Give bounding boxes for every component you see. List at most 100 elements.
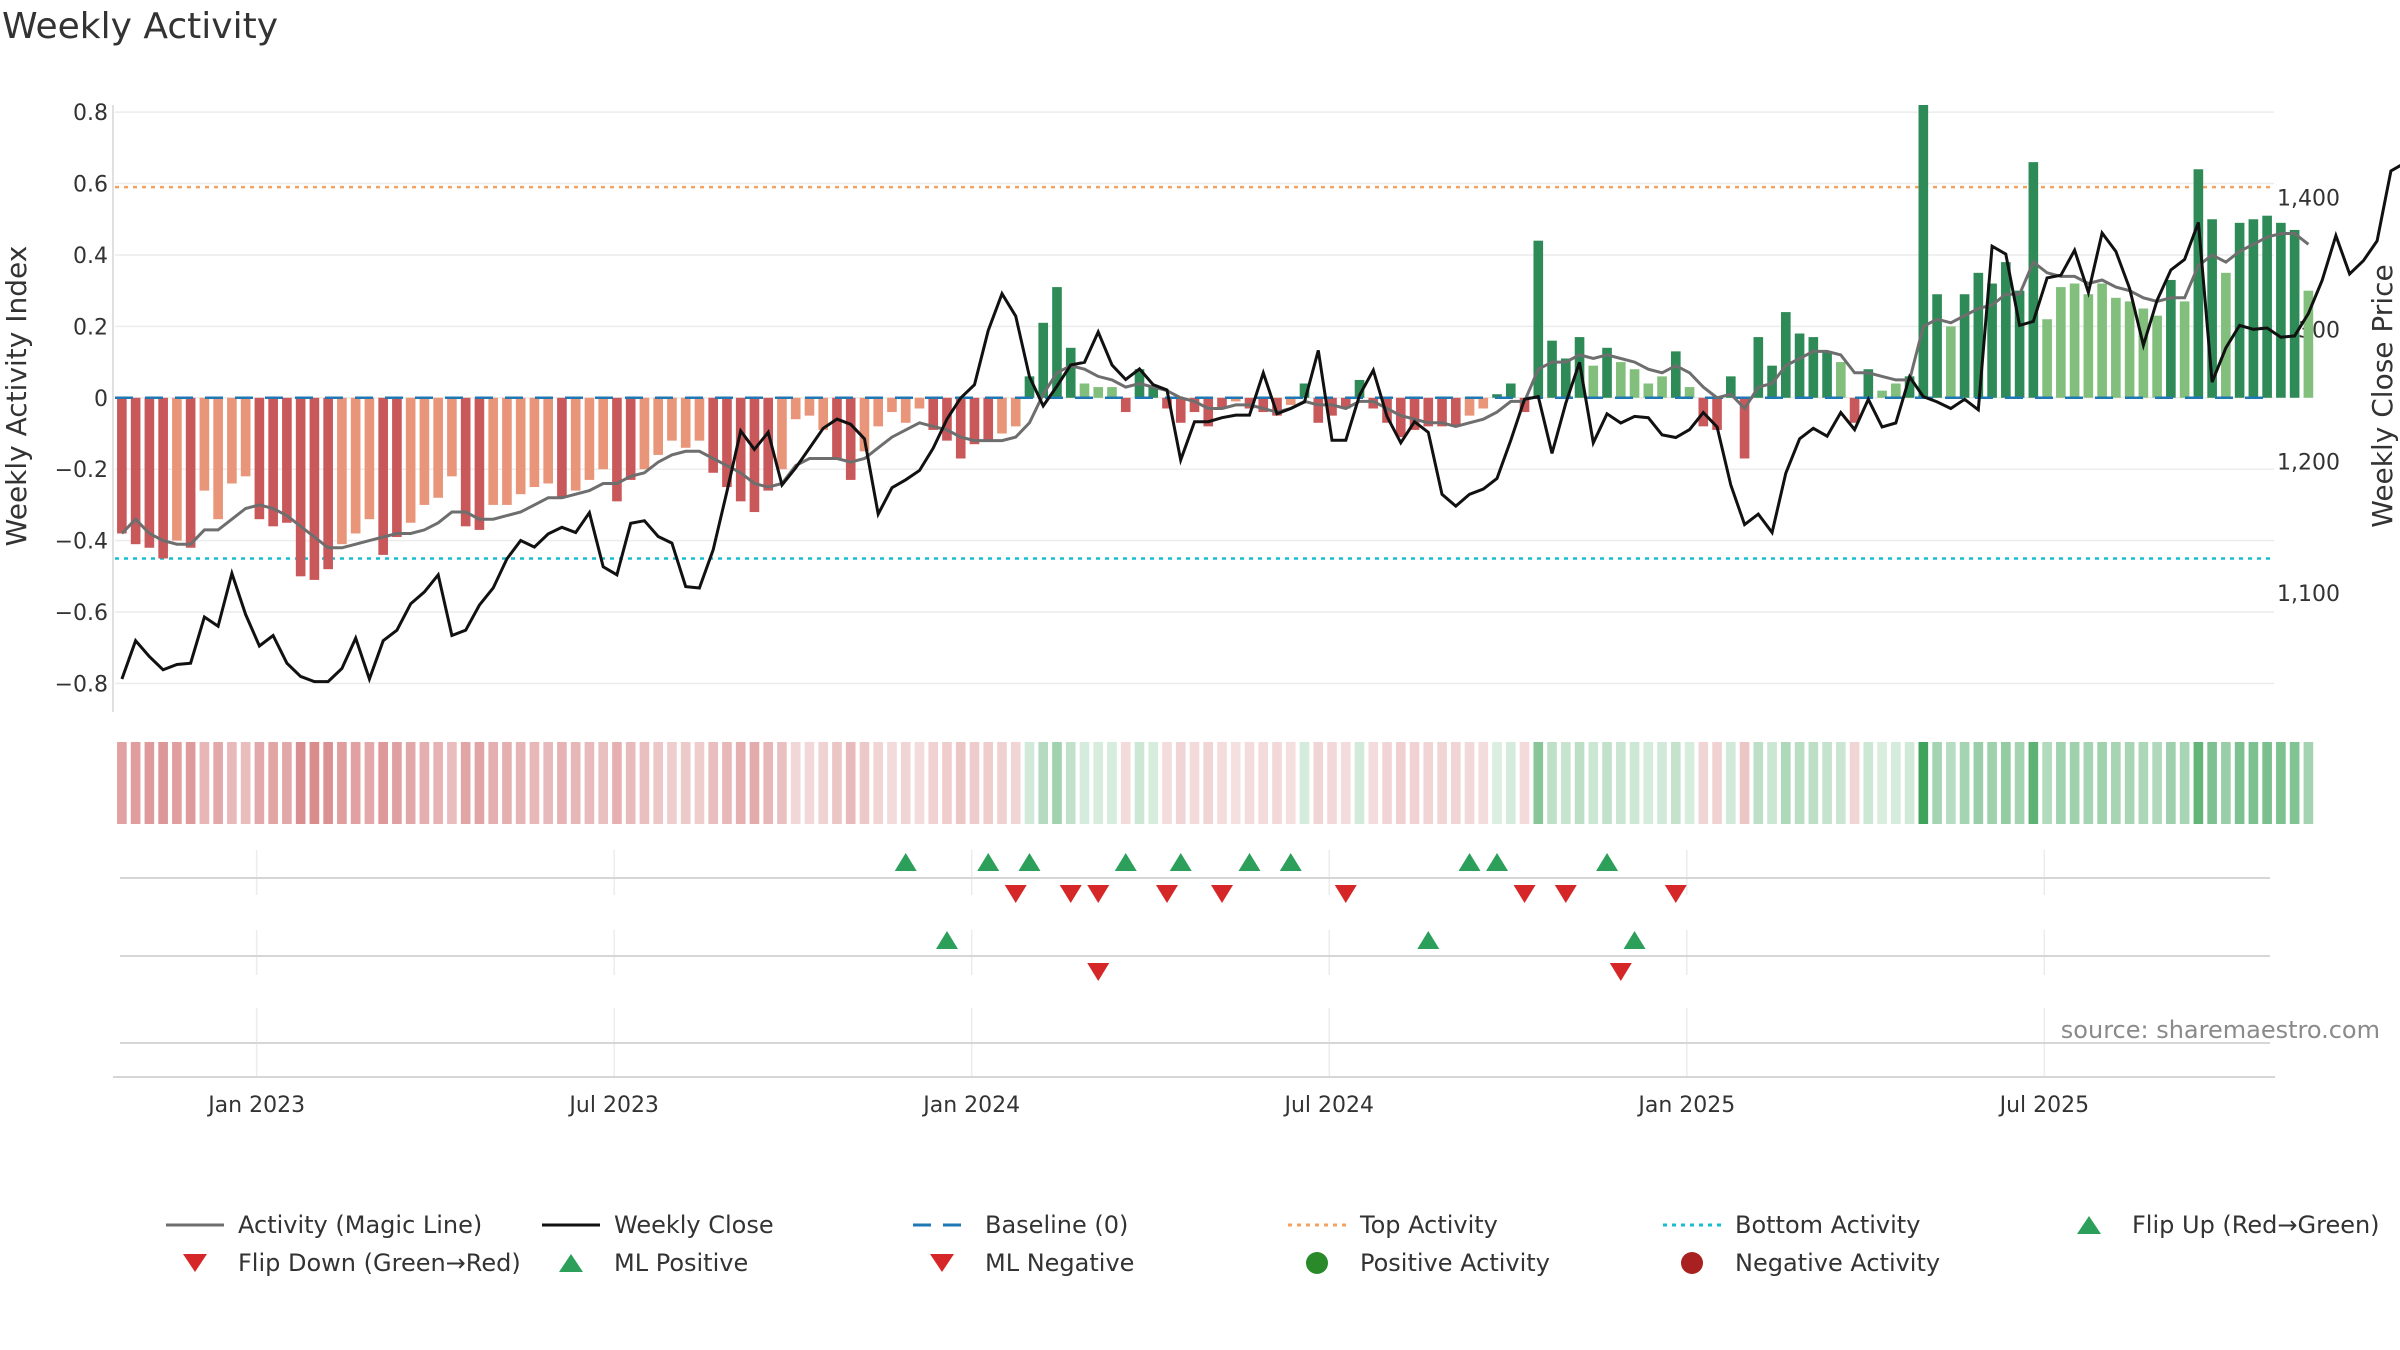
heat-cell [474, 742, 485, 824]
activity-bar [1808, 337, 1819, 398]
activity-bar [364, 397, 375, 520]
heat-cell [598, 742, 608, 824]
activity-bar [2124, 301, 2135, 398]
heat-cell [1822, 742, 1832, 824]
activity-bar [1395, 397, 1406, 438]
legend-swatch [559, 1254, 583, 1272]
heat-cell [639, 742, 650, 824]
heat-cell [240, 742, 251, 824]
activity-bar [1010, 397, 1021, 427]
heat-cell [1684, 742, 1695, 824]
y-tick-label: 0 [94, 387, 108, 412]
activity-bar [997, 397, 1007, 434]
heat-cell [887, 742, 897, 824]
heat-cell [584, 742, 595, 824]
activity-bar [1217, 397, 1227, 409]
heat-cell [1767, 742, 1777, 824]
activity-bar [1684, 387, 1695, 398]
activity-bar [570, 397, 581, 491]
legend-label: Activity (Magic Line) [238, 1211, 482, 1239]
activity-bar [722, 397, 732, 488]
y-axis-ticks: −0.8 −0.6 −0.4 −0.2 0 0.2 0.4 0.6 0.8 [55, 101, 108, 697]
heat-cell [1574, 742, 1585, 824]
activity-bar [337, 397, 347, 545]
activity-bar [2069, 283, 2080, 398]
heat-cell [2262, 742, 2272, 824]
heat-cell [969, 742, 980, 824]
heat-cell [405, 742, 416, 824]
activity-bar [639, 397, 650, 470]
heat-cell [1464, 742, 1475, 824]
activity-bar [1189, 397, 1200, 413]
heat-cell [2097, 742, 2107, 824]
heat-cell [722, 742, 732, 824]
heat-cell [2028, 742, 2039, 824]
heat-cell [942, 742, 952, 824]
activity-bar [117, 397, 127, 534]
heat-cell [1698, 742, 1709, 824]
ml-positive-marker [1623, 931, 1646, 949]
heat-cell [1079, 742, 1090, 824]
heat-cell [364, 742, 375, 824]
activity-bar [1959, 294, 1970, 398]
heat-cell [144, 742, 155, 824]
y-tick-label: −0.8 [55, 672, 108, 697]
heat-cell [1272, 742, 1282, 824]
activity-bar [1836, 362, 1846, 398]
activity-bar [433, 397, 443, 498]
flip-up-marker [977, 853, 1000, 871]
heat-cell [1024, 742, 1035, 824]
heat-cell [1877, 742, 1887, 824]
heat-cell [1423, 742, 1434, 824]
activity-bar [1712, 397, 1722, 430]
activity-bar [1849, 397, 1860, 423]
flip-down-marker [1087, 885, 1110, 903]
heat-cell [488, 742, 498, 824]
activity-bar [2248, 219, 2259, 398]
activity-bar [2014, 290, 2025, 398]
legend-swatch [1306, 1252, 1328, 1274]
activity-bar [804, 397, 815, 416]
activity-bar [873, 397, 884, 427]
activity-bar [1932, 294, 1942, 398]
heat-cell [2001, 742, 2011, 824]
heat-cell [378, 742, 388, 824]
heat-cell [832, 742, 842, 824]
activity-bar [1024, 376, 1035, 398]
heat-cell [529, 742, 540, 824]
heat-cell [1354, 742, 1365, 824]
activity-bar [2221, 272, 2231, 398]
legend-item: Positive Activity [1306, 1249, 1550, 1277]
heat-cell [199, 742, 210, 824]
heat-cell [625, 742, 636, 824]
heat-cell [1175, 742, 1186, 824]
flip-up-marker [1458, 853, 1481, 871]
heat-cell [1107, 742, 1117, 824]
activity-bar [625, 397, 636, 480]
activity-bar [295, 397, 306, 577]
heat-cell [460, 742, 471, 824]
heat-cell [392, 742, 402, 824]
activity-bar [1272, 397, 1282, 416]
legend-swatch [930, 1254, 954, 1272]
activity-bar [2138, 308, 2149, 398]
heat-cell [2083, 742, 2094, 824]
activity-bar [1230, 397, 1241, 402]
activity-bar [1863, 369, 1874, 398]
activity-bar [350, 397, 361, 534]
heat-cell [1547, 742, 1557, 824]
activity-bar [419, 397, 430, 505]
heat-cell [2124, 742, 2135, 824]
activity-bar [378, 397, 388, 555]
heat-cell [502, 742, 512, 824]
legend-item: Baseline (0) [913, 1211, 1128, 1239]
activity-bar [1725, 376, 1736, 398]
activity-bar [749, 397, 760, 513]
legend-label: Bottom Activity [1735, 1211, 1920, 1239]
activity-bar [1258, 397, 1269, 413]
activity-bar [405, 397, 416, 523]
heat-cell [1863, 742, 1874, 824]
activity-bar [1409, 397, 1420, 430]
flip-up-marker [1596, 853, 1619, 871]
heat-cell [1602, 742, 1612, 824]
